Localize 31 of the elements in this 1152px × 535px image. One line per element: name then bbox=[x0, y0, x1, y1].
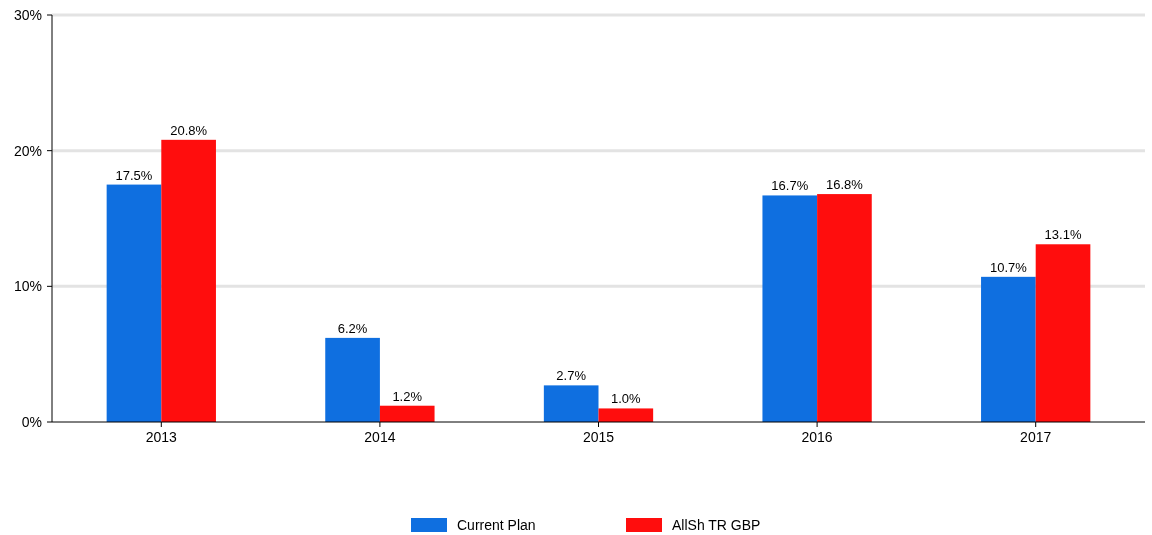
bar bbox=[325, 337, 380, 422]
bar bbox=[817, 194, 872, 422]
x-tick-label: 2017 bbox=[1020, 429, 1052, 445]
data-label: 17.5% bbox=[115, 167, 153, 183]
bar bbox=[379, 405, 435, 422]
x-tick-label: 2016 bbox=[801, 429, 833, 445]
bar bbox=[598, 408, 654, 422]
data-label: 10.7% bbox=[989, 259, 1028, 275]
y-tick-label: 0% bbox=[21, 413, 42, 430]
x-tick-label: 2013 bbox=[145, 429, 178, 445]
legend-label: AllSh TR GBP bbox=[672, 516, 761, 533]
data-label: 16.8% bbox=[825, 177, 864, 193]
bar bbox=[543, 385, 599, 422]
data-label: 16.7% bbox=[771, 178, 809, 194]
data-label: 6.2% bbox=[337, 320, 368, 336]
bar bbox=[161, 139, 216, 422]
data-label: 20.8% bbox=[170, 122, 208, 138]
data-label: 1.0% bbox=[611, 391, 642, 407]
y-tick-label: 20% bbox=[13, 142, 42, 159]
x-tick-label: 2015 bbox=[582, 429, 615, 445]
bar bbox=[981, 276, 1036, 422]
bar bbox=[106, 184, 162, 422]
data-label: 13.1% bbox=[1044, 227, 1082, 243]
bar bbox=[762, 195, 818, 422]
x-tick-label: 2014 bbox=[364, 429, 396, 445]
y-tick-label: 30% bbox=[13, 6, 42, 23]
y-tick-label: 10% bbox=[13, 278, 42, 295]
data-label: 1.2% bbox=[392, 388, 423, 404]
bar bbox=[1035, 244, 1091, 422]
legend-label: Current Plan bbox=[457, 516, 536, 533]
data-label: 2.7% bbox=[556, 368, 587, 384]
